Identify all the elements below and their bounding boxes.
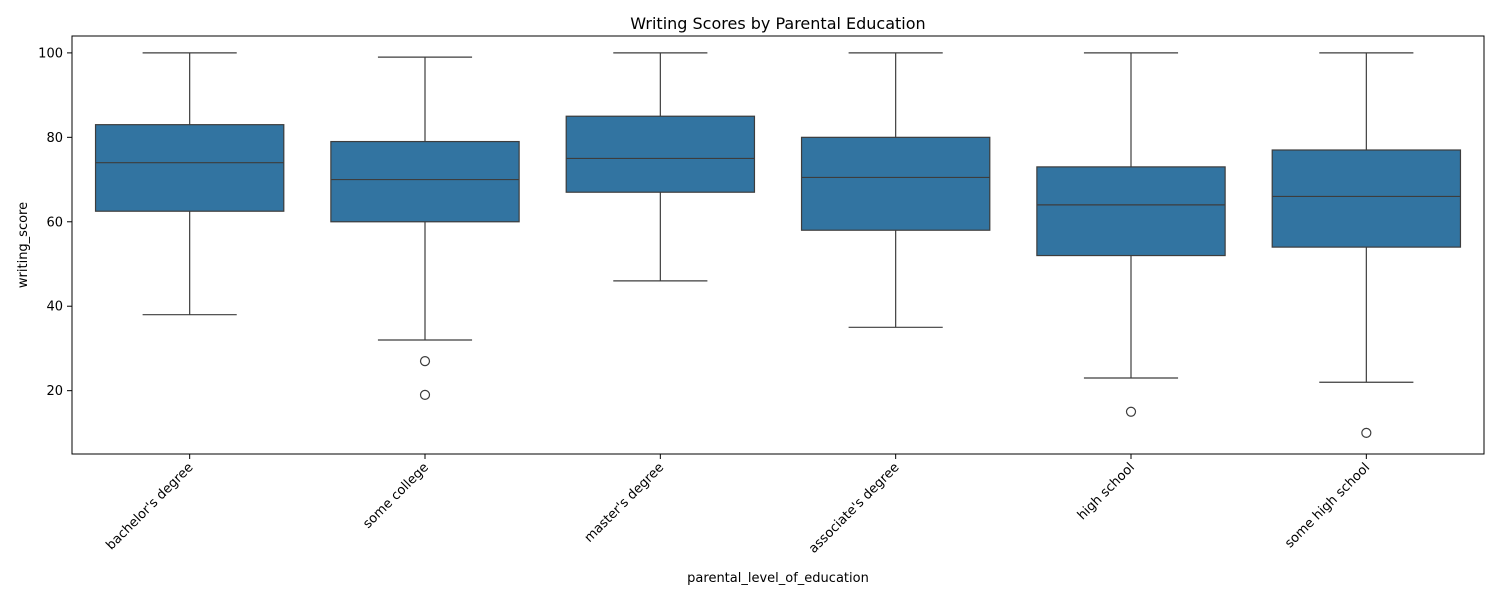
x-tick-label: high school xyxy=(1075,460,1138,523)
box-group xyxy=(94,52,285,316)
x-tick-label: master's degree xyxy=(582,460,667,545)
y-axis-label: writing_score xyxy=(16,202,31,288)
box-body xyxy=(94,124,285,212)
x-axis-label: parental_level_of_education xyxy=(687,571,869,586)
box-group xyxy=(1036,52,1226,417)
box-group xyxy=(800,52,991,328)
box-body xyxy=(1271,149,1462,248)
x-tick-label: associate's degree xyxy=(806,460,902,556)
y-tick-label: 40 xyxy=(46,300,63,315)
y-tick-label: 100 xyxy=(38,46,63,61)
box-body xyxy=(565,115,756,193)
x-tick-label: some college xyxy=(360,460,431,531)
y-axis: 20 40 60 80 100 xyxy=(38,46,72,399)
box-body xyxy=(800,136,991,231)
x-tick-label: bachelor's degree xyxy=(103,460,196,553)
y-tick-label: 80 xyxy=(46,131,63,146)
box-group xyxy=(330,56,520,400)
chart-title: Writing Scores by Parental Education xyxy=(630,14,925,33)
outlier-point xyxy=(419,389,431,400)
outlier-point xyxy=(1361,427,1372,438)
box-body xyxy=(1036,166,1226,257)
x-axis: bachelor's degree some college master's de… xyxy=(103,454,1373,557)
outlier-point xyxy=(1125,406,1137,417)
box-group xyxy=(565,52,756,282)
x-tick-label: some high school xyxy=(1282,460,1373,551)
y-tick-label: 60 xyxy=(46,215,63,230)
plot-frame xyxy=(71,35,1485,455)
y-tick-label: 20 xyxy=(46,384,63,399)
box-group xyxy=(1271,52,1462,438)
box-body xyxy=(330,140,520,223)
boxes-layer xyxy=(94,52,1462,438)
outlier-point xyxy=(419,356,431,367)
